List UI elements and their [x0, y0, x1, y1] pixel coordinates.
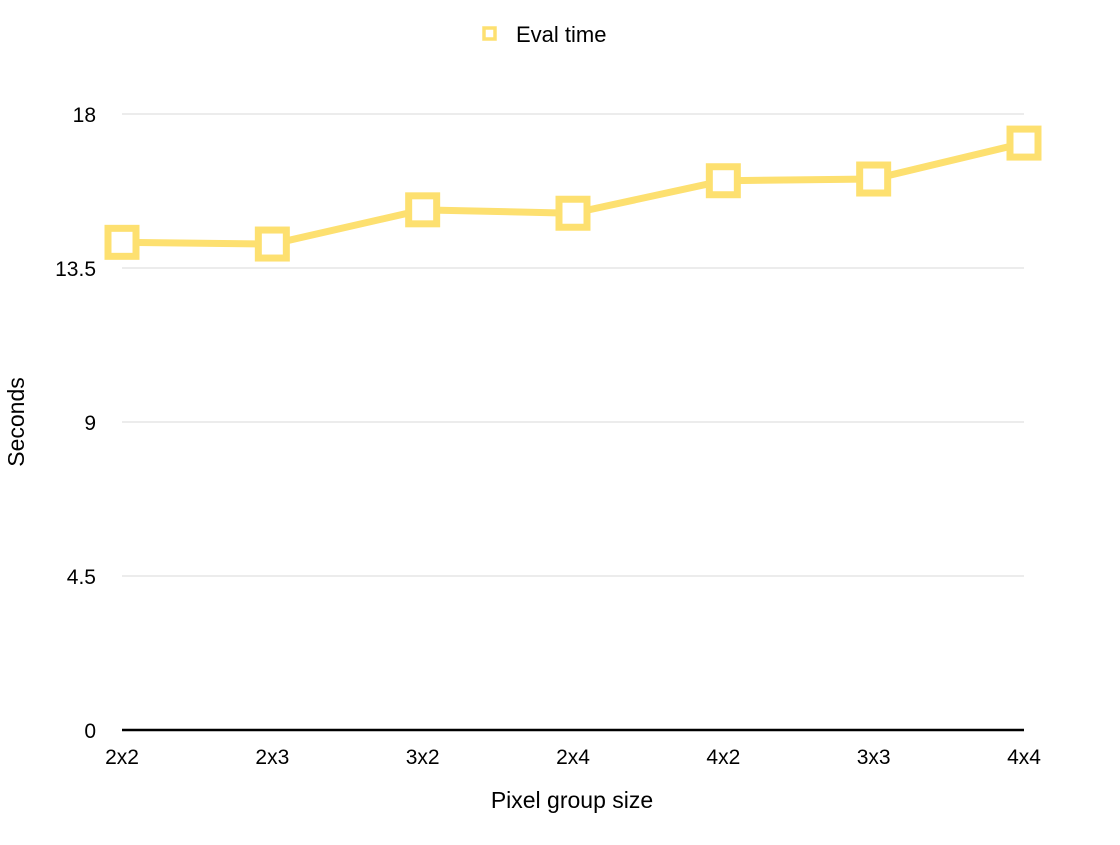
- data-point-marker: [104, 224, 140, 260]
- y-axis-title: Seconds: [3, 377, 29, 467]
- data-point-marker: [555, 195, 591, 231]
- y-tick-label: 18: [73, 104, 96, 127]
- x-tick-label: 2x2: [105, 746, 139, 769]
- gridlines: [122, 113, 1024, 732]
- y-tick-label: 4.5: [67, 566, 96, 589]
- data-point-marker: [405, 192, 441, 228]
- x-axis-title: Pixel group size: [491, 787, 653, 813]
- x-tick-label: 4x2: [706, 746, 740, 769]
- x-tick-label: 2x4: [556, 746, 590, 769]
- x-tick-label: 3x2: [406, 746, 440, 769]
- y-tick-label: 0: [84, 720, 96, 743]
- y-axis-ticks: 0 4.5 9 13.5 18: [55, 104, 96, 743]
- legend-label-eval-time: Eval time: [516, 22, 606, 47]
- y-tick-label: 13.5: [55, 258, 96, 281]
- x-axis-ticks: 2x2 2x3 3x2 2x4 4x2 3x3 4x4: [105, 746, 1041, 769]
- x-tick-label: 2x3: [255, 746, 289, 769]
- y-tick-label: 9: [84, 412, 96, 435]
- x-tick-label: 3x3: [857, 746, 891, 769]
- series-layer: [104, 125, 1042, 262]
- legend: Eval time: [482, 22, 606, 47]
- data-point-marker: [254, 226, 290, 262]
- data-point-marker: [705, 163, 741, 199]
- data-point-marker: [1006, 125, 1042, 161]
- x-tick-label: 4x4: [1007, 746, 1041, 769]
- data-point-marker: [856, 161, 892, 197]
- legend-marker-eval-time: [482, 26, 497, 41]
